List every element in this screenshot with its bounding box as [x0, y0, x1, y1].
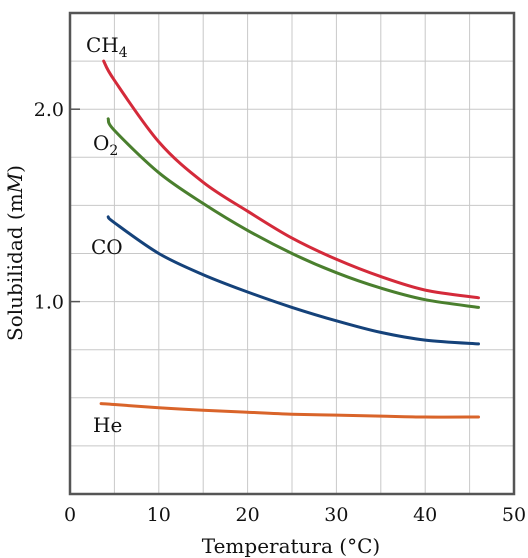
series-label-main: CO [91, 235, 123, 259]
x-axis-title: Temperatura (°C) [202, 534, 380, 558]
y-tick-labels: 1.0 2.0 [34, 99, 80, 314]
y-axis-title: Solubilidad (mM) [3, 165, 27, 341]
plot-frame [68, 11, 516, 496]
x-tick-labels: 0 10 20 30 40 50 [64, 504, 526, 526]
series-label-o2: O2 [93, 131, 118, 159]
series-line-he [99, 402, 480, 419]
y-axis-title-end: ) [3, 165, 27, 173]
series-label-main: CH [86, 33, 119, 57]
y-tick-label: 1.0 [34, 292, 64, 314]
y-axis-title-main: Solubilidad (m [3, 193, 27, 341]
x-tick-label: 10 [147, 504, 171, 526]
x-tick-label: 30 [324, 504, 348, 526]
series-label-subscript: 2 [109, 143, 118, 159]
x-tick-label: 20 [236, 504, 260, 526]
series-label-co: CO [91, 235, 123, 259]
series-label-subscript: 4 [119, 45, 128, 61]
series-line-ch4 [102, 59, 480, 300]
series-line-co [106, 215, 480, 346]
series-line-o2 [106, 117, 480, 309]
y-tick-label: 2.0 [34, 99, 64, 121]
x-tick-label: 50 [502, 504, 526, 526]
x-tick-label: 0 [64, 504, 76, 526]
series-label-main: O [93, 131, 109, 155]
series-lines [99, 59, 480, 419]
series-label-ch4: CH4 [86, 33, 128, 61]
x-tick-label: 40 [413, 504, 437, 526]
series-label-main: He [93, 413, 122, 437]
y-axis-title-italic: M [3, 172, 27, 194]
series-labels: CH4 O2 CO He [86, 33, 128, 437]
series-label-he: He [93, 413, 122, 437]
